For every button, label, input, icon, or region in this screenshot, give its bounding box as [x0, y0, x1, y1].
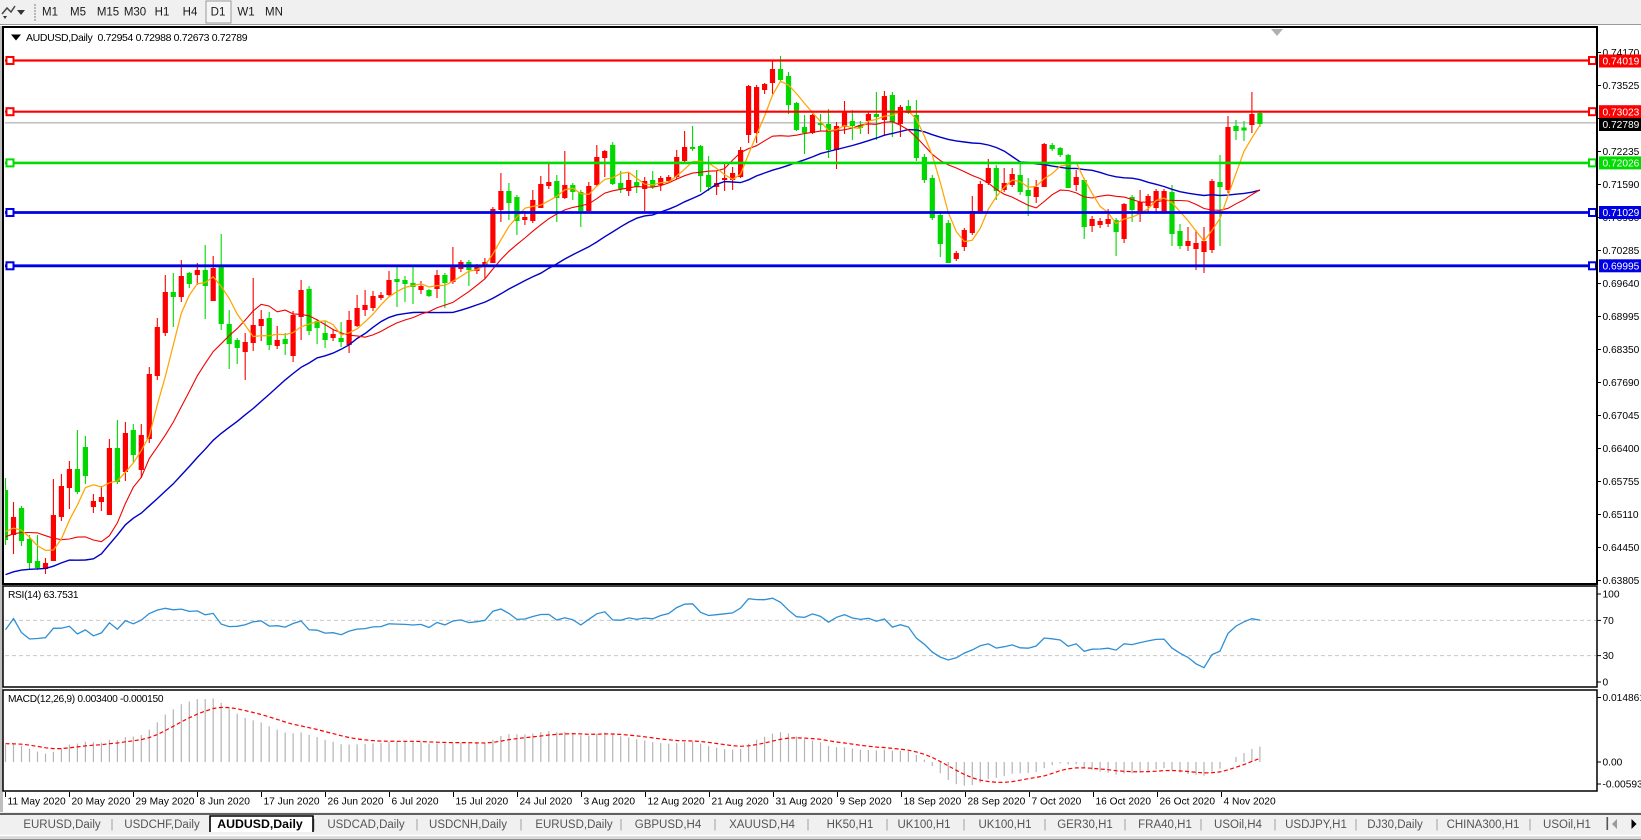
svg-text:USDJPY,H1: USDJPY,H1: [1285, 819, 1347, 831]
svg-text:M5: M5: [70, 7, 86, 19]
svg-text:24 Jul 2020: 24 Jul 2020: [520, 797, 573, 808]
svg-text:|: |: [1274, 819, 1277, 831]
svg-text:W1: W1: [237, 7, 254, 19]
svg-text:0.71029: 0.71029: [1603, 208, 1640, 219]
svg-text:0.00: 0.00: [1603, 758, 1623, 769]
svg-text:M30: M30: [124, 7, 146, 19]
svg-text:0.65110: 0.65110: [1603, 510, 1639, 521]
svg-text:USDCNH,Daily: USDCNH,Daily: [429, 819, 507, 831]
svg-text:0: 0: [1603, 678, 1609, 689]
svg-text:0.64450: 0.64450: [1603, 543, 1640, 554]
svg-text:M1: M1: [42, 7, 58, 19]
svg-text:HK50,H1: HK50,H1: [827, 819, 874, 831]
svg-text:UK100,H1: UK100,H1: [978, 819, 1031, 831]
svg-text:31 Aug 2020: 31 Aug 2020: [776, 797, 834, 808]
svg-text:|: |: [807, 819, 810, 831]
svg-text:D1: D1: [211, 7, 226, 19]
svg-text:8 Jun 2020: 8 Jun 2020: [200, 797, 251, 808]
svg-text:USOil,H1: USOil,H1: [1543, 819, 1591, 831]
svg-text:|: |: [886, 819, 889, 831]
svg-text:15 Jul 2020: 15 Jul 2020: [456, 797, 509, 808]
svg-text:3 Aug 2020: 3 Aug 2020: [584, 797, 636, 808]
svg-text:0.72235: 0.72235: [1603, 147, 1640, 158]
svg-text:USDCAD,Daily: USDCAD,Daily: [327, 819, 405, 831]
svg-text:0.73023: 0.73023: [1603, 107, 1640, 118]
svg-text:17 Jun 2020: 17 Jun 2020: [264, 797, 320, 808]
svg-text:0.68995: 0.68995: [1603, 312, 1640, 323]
svg-text:29 May 2020: 29 May 2020: [136, 797, 195, 808]
svg-text:XAUUSD,H4: XAUUSD,H4: [729, 819, 795, 831]
svg-text:26 Oct 2020: 26 Oct 2020: [1160, 797, 1216, 808]
svg-text:|: |: [963, 819, 966, 831]
svg-text:0.71590: 0.71590: [1603, 180, 1640, 191]
svg-text:0.72026: 0.72026: [1603, 159, 1640, 170]
svg-text:EURUSD,Daily: EURUSD,Daily: [23, 819, 101, 831]
svg-text:|: |: [520, 819, 523, 831]
svg-text:-0.005938: -0.005938: [1603, 780, 1641, 791]
svg-text:H4: H4: [183, 7, 198, 19]
svg-text:GER30,H1: GER30,H1: [1057, 819, 1113, 831]
svg-text:H1: H1: [155, 7, 170, 19]
svg-text:0.70285: 0.70285: [1603, 246, 1640, 257]
svg-text:GBPUSD,H4: GBPUSD,H4: [635, 819, 702, 831]
svg-text:0.73525: 0.73525: [1603, 81, 1640, 92]
svg-text:RSI(14) 63.7531: RSI(14) 63.7531: [8, 590, 79, 601]
svg-text:0.63805: 0.63805: [1603, 576, 1640, 587]
svg-text:0.74019: 0.74019: [1603, 57, 1640, 68]
svg-text:|: |: [1044, 819, 1047, 831]
svg-text:21 Aug 2020: 21 Aug 2020: [712, 797, 770, 808]
svg-text:|: |: [1124, 819, 1127, 831]
svg-text:CHINA300,H1: CHINA300,H1: [1447, 819, 1520, 831]
svg-text:4 Nov 2020: 4 Nov 2020: [1224, 797, 1276, 808]
svg-text:|: |: [1529, 819, 1532, 831]
svg-text:0.69640: 0.69640: [1603, 279, 1640, 290]
svg-text:0.67045: 0.67045: [1603, 411, 1640, 422]
svg-text:EURUSD,Daily: EURUSD,Daily: [535, 819, 613, 831]
svg-text:11 May 2020: 11 May 2020: [8, 797, 66, 808]
svg-text:0.65755: 0.65755: [1603, 477, 1640, 488]
svg-text:6 Jul 2020: 6 Jul 2020: [392, 797, 439, 808]
svg-text:28 Sep 2020: 28 Sep 2020: [968, 797, 1026, 808]
svg-text:UK100,H1: UK100,H1: [897, 819, 950, 831]
svg-text:0.74170: 0.74170: [1603, 48, 1640, 59]
svg-text:0.014861: 0.014861: [1603, 693, 1641, 704]
svg-text:|: |: [1200, 819, 1203, 831]
svg-text:0.69995: 0.69995: [1603, 261, 1640, 272]
svg-text:0.66400: 0.66400: [1603, 444, 1640, 455]
svg-text:7 Oct 2020: 7 Oct 2020: [1032, 797, 1082, 808]
svg-text:100: 100: [1603, 590, 1620, 601]
svg-text:USOil,H4: USOil,H4: [1214, 819, 1263, 831]
svg-text:16 Oct 2020: 16 Oct 2020: [1096, 797, 1152, 808]
svg-text:MN: MN: [265, 7, 283, 19]
svg-text:26 Jun 2020: 26 Jun 2020: [328, 797, 384, 808]
svg-text:20 May 2020: 20 May 2020: [72, 797, 131, 808]
svg-text:FRA40,H1: FRA40,H1: [1138, 819, 1192, 831]
svg-text:|: |: [313, 819, 316, 831]
svg-text:|: |: [714, 819, 717, 831]
svg-text:12 Aug 2020: 12 Aug 2020: [648, 797, 706, 808]
svg-text:AUDUSD,Daily 0.72954 0.72988: AUDUSD,Daily 0.72954 0.72988 0.72673 0.7…: [26, 32, 248, 44]
svg-text:|: |: [1355, 819, 1358, 831]
svg-text:0.68350: 0.68350: [1603, 345, 1640, 356]
svg-text:DJ30,Daily: DJ30,Daily: [1367, 819, 1423, 831]
svg-text:MACD(12,26,9) 0.003400 -0.0001: MACD(12,26,9) 0.003400 -0.000150: [8, 694, 164, 705]
svg-text:USDCHF,Daily: USDCHF,Daily: [124, 819, 200, 831]
svg-text:70: 70: [1603, 616, 1615, 627]
svg-text:|: |: [1436, 819, 1439, 831]
svg-text:|: |: [620, 819, 623, 831]
svg-text:0.72789: 0.72789: [1603, 120, 1640, 131]
svg-text:30: 30: [1603, 651, 1615, 662]
svg-text:0.67690: 0.67690: [1603, 378, 1640, 389]
svg-text:9 Sep 2020: 9 Sep 2020: [840, 797, 892, 808]
svg-text:18 Sep 2020: 18 Sep 2020: [904, 797, 962, 808]
svg-text:AUDUSD,Daily: AUDUSD,Daily: [217, 817, 303, 831]
svg-text:|: |: [111, 819, 114, 831]
svg-text:M15: M15: [97, 7, 119, 19]
svg-text:|: |: [416, 819, 419, 831]
